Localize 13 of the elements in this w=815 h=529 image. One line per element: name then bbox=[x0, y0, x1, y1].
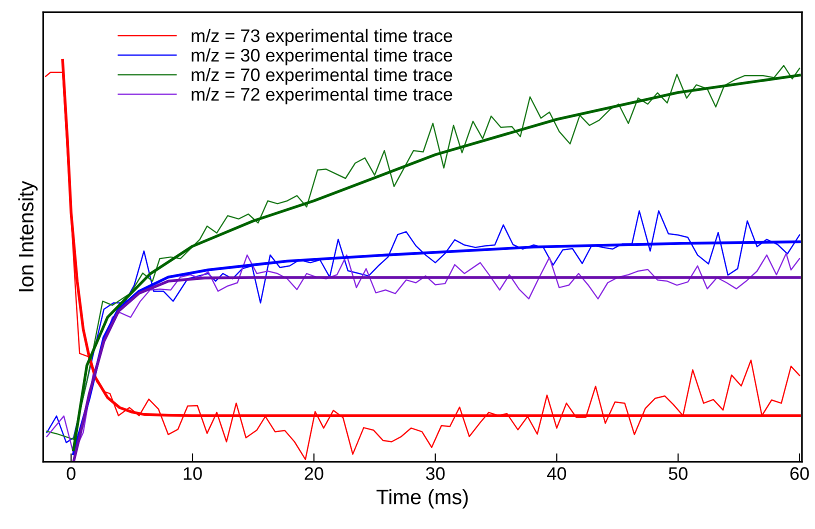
x-axis-title: Time (ms) bbox=[376, 489, 468, 508]
y-axis-title: Ion Intensity bbox=[18, 180, 38, 292]
x-tick-label: 0 bbox=[66, 467, 76, 480]
legend-label: m/z = 73 experimental time trace bbox=[192, 28, 452, 46]
x-tick-label: 20 bbox=[304, 467, 324, 480]
x-tick-label: 30 bbox=[426, 467, 445, 480]
legend-label: m/z = 70 experimental time trace bbox=[192, 68, 452, 85]
legend-label: m/z = 30 experimental time trace bbox=[192, 48, 452, 66]
x-tick-label: 50 bbox=[668, 467, 688, 480]
legend-label: m/z = 72 experimental time trace bbox=[192, 87, 452, 104]
x-tick-label: 60 bbox=[790, 467, 809, 480]
x-tick-label: 40 bbox=[547, 467, 566, 480]
x-tick-label: 10 bbox=[184, 467, 202, 480]
